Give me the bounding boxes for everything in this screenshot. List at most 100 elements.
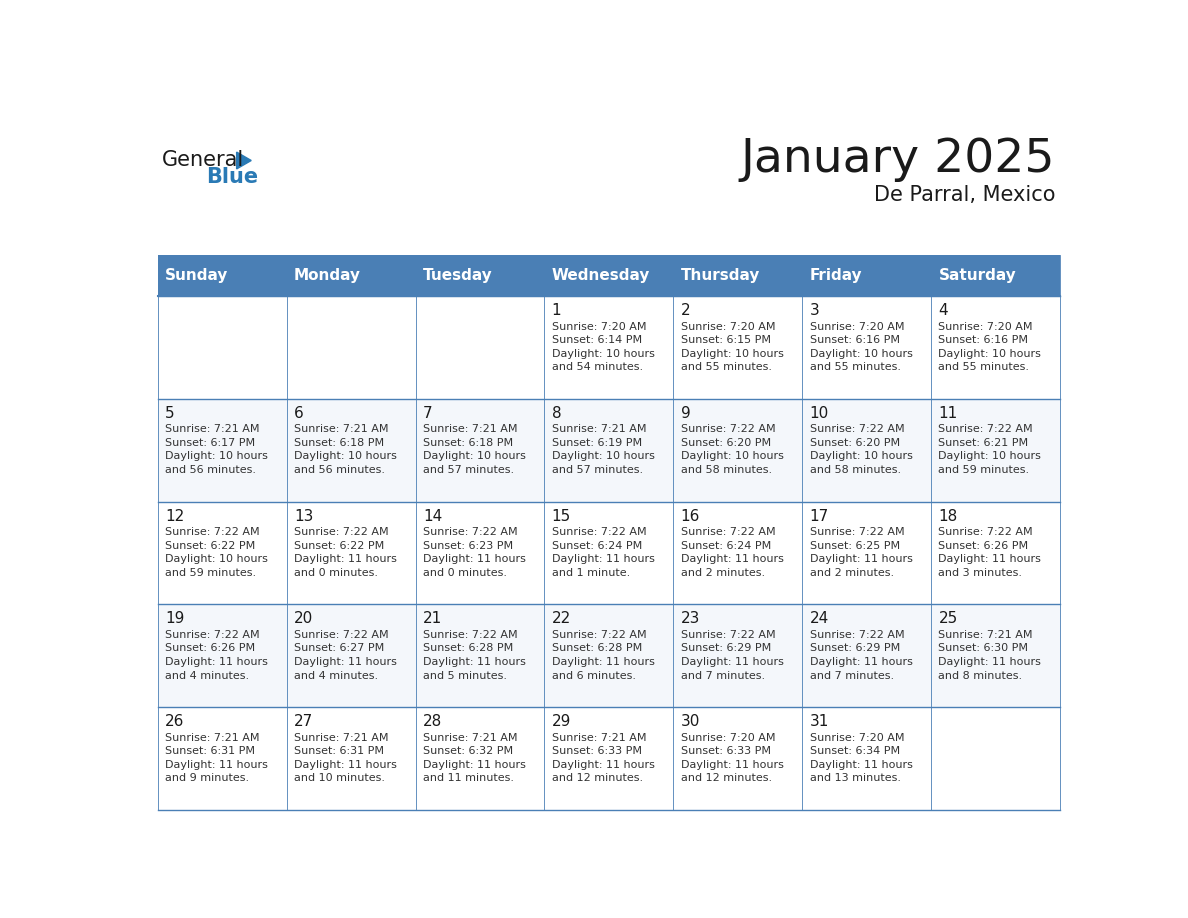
Polygon shape <box>158 501 286 604</box>
Text: 4: 4 <box>939 303 948 319</box>
Text: Sunrise: 7:22 AM
Sunset: 6:20 PM
Daylight: 10 hours
and 58 minutes.: Sunrise: 7:22 AM Sunset: 6:20 PM Dayligh… <box>809 424 912 476</box>
Text: Sunrise: 7:22 AM
Sunset: 6:29 PM
Daylight: 11 hours
and 7 minutes.: Sunrise: 7:22 AM Sunset: 6:29 PM Dayligh… <box>809 630 912 680</box>
Polygon shape <box>931 604 1060 707</box>
Text: 3: 3 <box>809 303 820 319</box>
Text: Sunrise: 7:20 AM
Sunset: 6:33 PM
Daylight: 11 hours
and 12 minutes.: Sunrise: 7:20 AM Sunset: 6:33 PM Dayligh… <box>681 733 784 783</box>
Polygon shape <box>158 255 286 297</box>
Polygon shape <box>158 604 286 707</box>
Polygon shape <box>286 297 416 398</box>
Polygon shape <box>286 707 416 810</box>
Text: Sunrise: 7:20 AM
Sunset: 6:14 PM
Daylight: 10 hours
and 54 minutes.: Sunrise: 7:20 AM Sunset: 6:14 PM Dayligh… <box>551 321 655 373</box>
Text: General: General <box>163 150 245 170</box>
Text: Sunrise: 7:22 AM
Sunset: 6:28 PM
Daylight: 11 hours
and 6 minutes.: Sunrise: 7:22 AM Sunset: 6:28 PM Dayligh… <box>551 630 655 680</box>
Text: 19: 19 <box>165 611 184 626</box>
Text: 27: 27 <box>293 714 314 729</box>
Text: 14: 14 <box>423 509 442 523</box>
Polygon shape <box>416 501 544 604</box>
Text: 7: 7 <box>423 406 432 421</box>
Polygon shape <box>931 297 1060 398</box>
Text: Sunrise: 7:22 AM
Sunset: 6:29 PM
Daylight: 11 hours
and 7 minutes.: Sunrise: 7:22 AM Sunset: 6:29 PM Dayligh… <box>681 630 784 680</box>
Text: Sunrise: 7:21 AM
Sunset: 6:31 PM
Daylight: 11 hours
and 9 minutes.: Sunrise: 7:21 AM Sunset: 6:31 PM Dayligh… <box>165 733 268 783</box>
Polygon shape <box>802 398 931 501</box>
Text: Sunrise: 7:20 AM
Sunset: 6:16 PM
Daylight: 10 hours
and 55 minutes.: Sunrise: 7:20 AM Sunset: 6:16 PM Dayligh… <box>809 321 912 373</box>
Text: 26: 26 <box>165 714 184 729</box>
Text: Sunrise: 7:22 AM
Sunset: 6:27 PM
Daylight: 11 hours
and 4 minutes.: Sunrise: 7:22 AM Sunset: 6:27 PM Dayligh… <box>293 630 397 680</box>
Polygon shape <box>674 398 802 501</box>
Text: Sunday: Sunday <box>165 268 228 283</box>
Text: 9: 9 <box>681 406 690 421</box>
Polygon shape <box>544 604 674 707</box>
Text: Monday: Monday <box>293 268 361 283</box>
Polygon shape <box>802 707 931 810</box>
Polygon shape <box>544 398 674 501</box>
Text: 24: 24 <box>809 611 829 626</box>
Text: Sunrise: 7:22 AM
Sunset: 6:28 PM
Daylight: 11 hours
and 5 minutes.: Sunrise: 7:22 AM Sunset: 6:28 PM Dayligh… <box>423 630 526 680</box>
Text: Friday: Friday <box>809 268 862 283</box>
Text: 15: 15 <box>551 509 571 523</box>
Polygon shape <box>416 297 544 398</box>
Text: Sunrise: 7:22 AM
Sunset: 6:26 PM
Daylight: 11 hours
and 4 minutes.: Sunrise: 7:22 AM Sunset: 6:26 PM Dayligh… <box>165 630 268 680</box>
Text: 1: 1 <box>551 303 562 319</box>
Text: 12: 12 <box>165 509 184 523</box>
Polygon shape <box>544 707 674 810</box>
Polygon shape <box>158 398 286 501</box>
Text: Blue: Blue <box>207 167 259 187</box>
Polygon shape <box>674 255 802 297</box>
Text: 29: 29 <box>551 714 571 729</box>
Polygon shape <box>286 398 416 501</box>
Polygon shape <box>674 501 802 604</box>
Text: Sunrise: 7:20 AM
Sunset: 6:34 PM
Daylight: 11 hours
and 13 minutes.: Sunrise: 7:20 AM Sunset: 6:34 PM Dayligh… <box>809 733 912 783</box>
Text: Sunrise: 7:21 AM
Sunset: 6:18 PM
Daylight: 10 hours
and 57 minutes.: Sunrise: 7:21 AM Sunset: 6:18 PM Dayligh… <box>423 424 526 476</box>
Text: Sunrise: 7:21 AM
Sunset: 6:30 PM
Daylight: 11 hours
and 8 minutes.: Sunrise: 7:21 AM Sunset: 6:30 PM Dayligh… <box>939 630 1042 680</box>
Polygon shape <box>674 707 802 810</box>
Text: Sunrise: 7:21 AM
Sunset: 6:18 PM
Daylight: 10 hours
and 56 minutes.: Sunrise: 7:21 AM Sunset: 6:18 PM Dayligh… <box>293 424 397 476</box>
Text: 21: 21 <box>423 611 442 626</box>
Polygon shape <box>416 398 544 501</box>
Text: Saturday: Saturday <box>939 268 1016 283</box>
Polygon shape <box>544 255 674 297</box>
Text: Sunrise: 7:22 AM
Sunset: 6:26 PM
Daylight: 11 hours
and 3 minutes.: Sunrise: 7:22 AM Sunset: 6:26 PM Dayligh… <box>939 527 1042 577</box>
Polygon shape <box>931 501 1060 604</box>
Text: Sunrise: 7:22 AM
Sunset: 6:25 PM
Daylight: 11 hours
and 2 minutes.: Sunrise: 7:22 AM Sunset: 6:25 PM Dayligh… <box>809 527 912 577</box>
Polygon shape <box>544 297 674 398</box>
Text: Sunrise: 7:21 AM
Sunset: 6:31 PM
Daylight: 11 hours
and 10 minutes.: Sunrise: 7:21 AM Sunset: 6:31 PM Dayligh… <box>293 733 397 783</box>
Polygon shape <box>802 297 931 398</box>
Text: Sunrise: 7:21 AM
Sunset: 6:33 PM
Daylight: 11 hours
and 12 minutes.: Sunrise: 7:21 AM Sunset: 6:33 PM Dayligh… <box>551 733 655 783</box>
Polygon shape <box>416 255 544 297</box>
Text: Wednesday: Wednesday <box>551 268 650 283</box>
Polygon shape <box>802 501 931 604</box>
Text: Thursday: Thursday <box>681 268 760 283</box>
Polygon shape <box>931 398 1060 501</box>
Polygon shape <box>802 255 931 297</box>
Text: 25: 25 <box>939 611 958 626</box>
Text: 18: 18 <box>939 509 958 523</box>
Polygon shape <box>158 297 286 398</box>
Text: Sunrise: 7:22 AM
Sunset: 6:23 PM
Daylight: 11 hours
and 0 minutes.: Sunrise: 7:22 AM Sunset: 6:23 PM Dayligh… <box>423 527 526 577</box>
Text: Sunrise: 7:20 AM
Sunset: 6:16 PM
Daylight: 10 hours
and 55 minutes.: Sunrise: 7:20 AM Sunset: 6:16 PM Dayligh… <box>939 321 1042 373</box>
Text: Sunrise: 7:22 AM
Sunset: 6:24 PM
Daylight: 11 hours
and 1 minute.: Sunrise: 7:22 AM Sunset: 6:24 PM Dayligh… <box>551 527 655 577</box>
Text: Sunrise: 7:22 AM
Sunset: 6:22 PM
Daylight: 11 hours
and 0 minutes.: Sunrise: 7:22 AM Sunset: 6:22 PM Dayligh… <box>293 527 397 577</box>
Text: 2: 2 <box>681 303 690 319</box>
Text: De Parral, Mexico: De Parral, Mexico <box>874 185 1055 205</box>
Text: Sunrise: 7:22 AM
Sunset: 6:22 PM
Daylight: 10 hours
and 59 minutes.: Sunrise: 7:22 AM Sunset: 6:22 PM Dayligh… <box>165 527 268 577</box>
Polygon shape <box>931 707 1060 810</box>
Text: 6: 6 <box>293 406 304 421</box>
Polygon shape <box>931 255 1060 297</box>
Text: Sunrise: 7:21 AM
Sunset: 6:17 PM
Daylight: 10 hours
and 56 minutes.: Sunrise: 7:21 AM Sunset: 6:17 PM Dayligh… <box>165 424 268 476</box>
Text: 11: 11 <box>939 406 958 421</box>
Text: 5: 5 <box>165 406 175 421</box>
Text: 22: 22 <box>551 611 571 626</box>
Text: 10: 10 <box>809 406 829 421</box>
Polygon shape <box>286 255 416 297</box>
Text: 28: 28 <box>423 714 442 729</box>
Polygon shape <box>416 707 544 810</box>
Text: 23: 23 <box>681 611 700 626</box>
Text: 13: 13 <box>293 509 314 523</box>
Text: 8: 8 <box>551 406 562 421</box>
Text: 30: 30 <box>681 714 700 729</box>
Text: 20: 20 <box>293 611 314 626</box>
Text: Tuesday: Tuesday <box>423 268 493 283</box>
Text: Sunrise: 7:22 AM
Sunset: 6:20 PM
Daylight: 10 hours
and 58 minutes.: Sunrise: 7:22 AM Sunset: 6:20 PM Dayligh… <box>681 424 784 476</box>
Polygon shape <box>674 297 802 398</box>
Polygon shape <box>286 501 416 604</box>
